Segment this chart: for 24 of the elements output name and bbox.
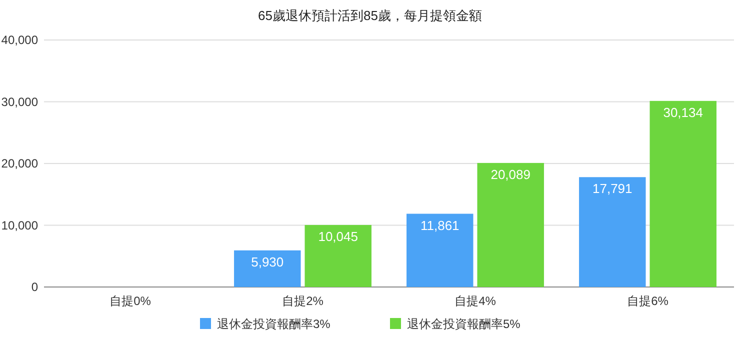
- bar: [304, 224, 372, 287]
- bar: [406, 214, 474, 287]
- data-label: 11,861: [420, 218, 460, 233]
- x-tick-label: 自提0%: [110, 294, 152, 308]
- data-label: 17,791: [592, 181, 632, 196]
- legend-label: 退休金投資報酬率3%: [217, 317, 331, 331]
- y-tick-label: 10,000: [1, 218, 38, 232]
- y-tick-label: 40,000: [1, 33, 38, 47]
- chart-title: 65歲退休預計活到85歲，每月提領金額: [258, 8, 482, 23]
- y-tick-label: 0: [31, 280, 38, 294]
- x-tick-label: 自提6%: [627, 294, 669, 308]
- bar: [477, 162, 544, 287]
- data-label: 5,930: [251, 254, 284, 270]
- data-label: 10,045: [318, 228, 358, 244]
- data-label: 30,134: [663, 104, 703, 120]
- bar: [650, 100, 716, 287]
- y-tick-label: 30,000: [1, 94, 38, 109]
- bar: [234, 250, 301, 287]
- y-tick-label: 20,000: [1, 156, 38, 170]
- legend-label: 退休金投資報酬率5%: [407, 317, 521, 331]
- bar: [579, 177, 646, 287]
- x-tick-label: 自提4%: [454, 294, 496, 308]
- x-tick-label: 自提2%: [282, 294, 324, 308]
- data-label: 20,089: [490, 166, 530, 182]
